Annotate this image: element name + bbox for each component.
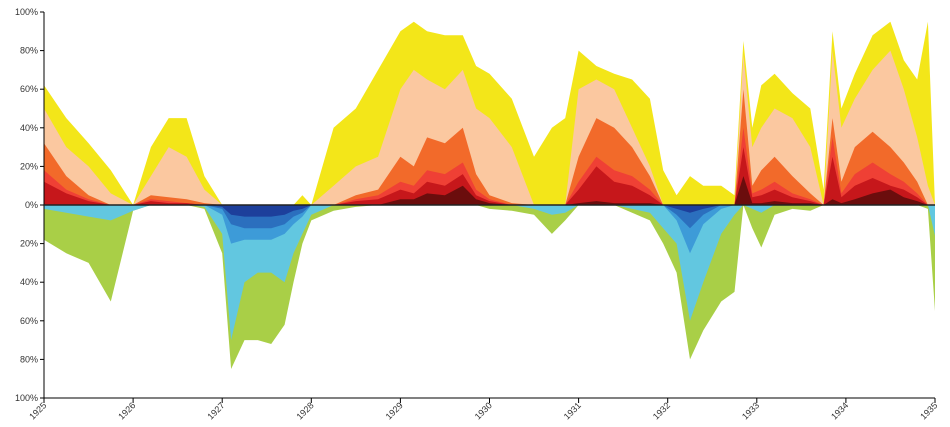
negative-area-band-1: [44, 205, 935, 217]
x-tick-label: 1932: [651, 400, 672, 421]
positive-series-group: [44, 21, 935, 206]
x-tick-label: 1927: [205, 400, 226, 421]
positive-area-band-6: [44, 21, 935, 206]
negative-area-band-4: [44, 205, 935, 341]
x-tick-label: 1934: [829, 400, 850, 421]
y-tick-label: 20%: [20, 239, 38, 249]
x-tick-label: 1933: [740, 400, 761, 421]
y-tick-group: 100% 80% 60% 40% 20% 0% 20% 40% 60% 80% 100%: [15, 7, 44, 403]
y-tick-label: 80%: [20, 46, 38, 56]
y-tick-label: 20%: [20, 161, 38, 171]
y-tick-label: 0%: [25, 200, 38, 210]
negative-area-band-5: [44, 205, 935, 369]
x-tick-label: 1935: [918, 400, 939, 421]
y-tick-label: 100%: [15, 7, 38, 17]
x-tick-label: 1931: [562, 400, 583, 421]
y-tick-label: 40%: [20, 277, 38, 287]
y-tick-label: 100%: [15, 393, 38, 403]
y-tick-label: 60%: [20, 316, 38, 326]
y-tick-label: 40%: [20, 123, 38, 133]
negative-series-group: [44, 205, 935, 369]
x-tick-label: 1925: [27, 400, 48, 421]
positive-area-band-5: [44, 50, 935, 205]
x-tick-label: 1926: [116, 400, 137, 421]
positive-area-band-2: [44, 147, 935, 205]
x-tick-label: 1930: [473, 400, 494, 421]
x-tick-group: 1925 1926 1927 1928 1929 1930 1931 1932 1933 1934…: [27, 398, 939, 422]
axes-group: [43, 12, 935, 399]
x-tick-label: 1928: [294, 400, 315, 421]
y-tick-label: 60%: [20, 84, 38, 94]
y-tick-label: 80%: [20, 354, 38, 364]
x-tick-label: 1929: [384, 400, 405, 421]
negative-area-band-3: [44, 205, 935, 254]
positive-area-band-1: [44, 176, 935, 205]
